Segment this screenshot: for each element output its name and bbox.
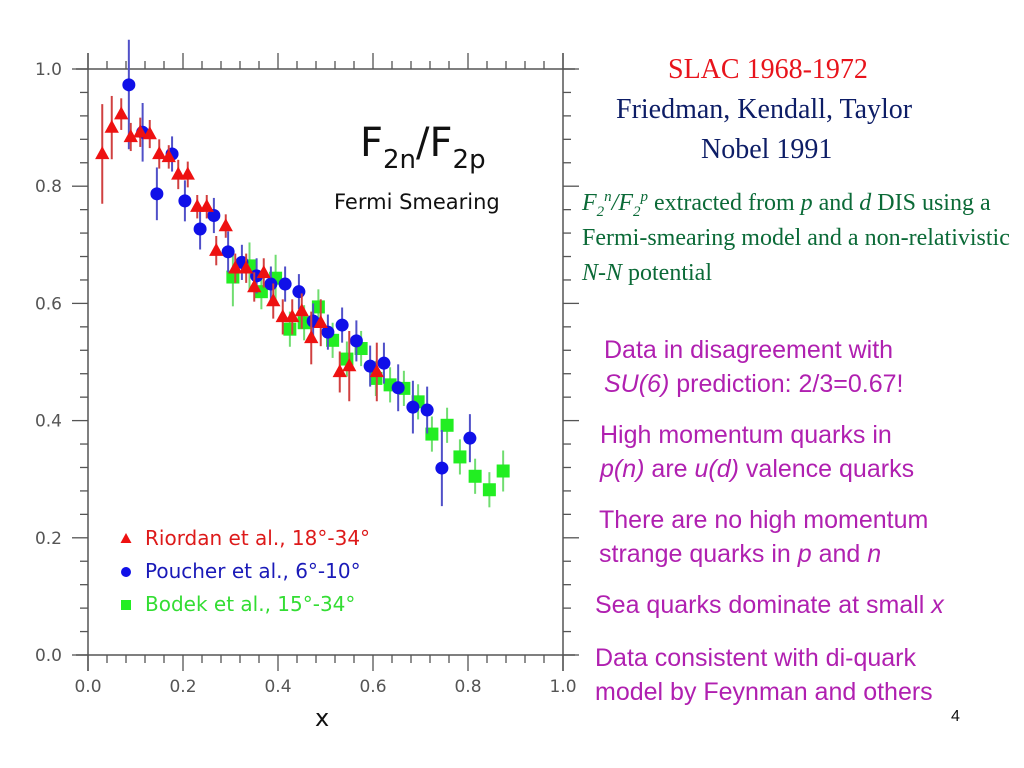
bullet-diquark-model: Data consistent with di-quark model by F… — [595, 644, 933, 706]
bullet-strange-quarks: There are no high momentum strange quark… — [599, 506, 929, 568]
y-tick-label: 0.8 — [35, 177, 62, 197]
y-tick-label: 1.0 — [35, 60, 62, 80]
x-tick-label: 0.4 — [264, 677, 291, 697]
bullet-su6-disagreement: Data in disagreement with SU(6) predicti… — [604, 336, 904, 398]
data-point-circle — [221, 245, 235, 259]
data-point-triangle — [342, 358, 357, 372]
data-point-circle — [363, 359, 377, 373]
x-axis-label: x — [315, 704, 329, 732]
data-point-triangle — [285, 309, 300, 323]
data-point-triangle — [218, 218, 233, 232]
x-tick-label: 0.0 — [74, 677, 101, 697]
data-point-triangle — [142, 126, 157, 140]
data-points — [95, 39, 510, 508]
data-point-triangle — [369, 364, 384, 378]
x-tick-label: 0.6 — [359, 677, 386, 697]
data-point-triangle — [152, 146, 167, 160]
data-point-triangle — [294, 303, 309, 317]
data-point-triangle — [161, 149, 176, 163]
data-point-circle — [435, 461, 449, 475]
data-point-circle — [349, 334, 363, 348]
data-point-triangle — [275, 309, 290, 323]
data-point-circle — [292, 285, 306, 299]
data-point-triangle — [228, 260, 243, 274]
data-point-square — [496, 464, 510, 478]
data-point-triangle — [209, 242, 224, 256]
authors-line: Friedman, Kendall, Taylor — [616, 94, 913, 125]
axis-ticks: 0.0 0.2 0.4 0.6 0.8 1.0 0.0 0.2 0.4 0.6 0.8 1.0 — [35, 53, 579, 697]
legend: Riordan et al., 18°-34° Poucher et al., 6… — [120, 526, 370, 616]
data-point-triangle — [304, 330, 319, 344]
data-point-circle — [377, 356, 391, 370]
data-point-circle — [321, 325, 335, 339]
bullet-sea-quarks: Sea quarks dominate at small x — [595, 591, 944, 619]
chart-subtitle: Fermi Smearing — [334, 190, 500, 214]
data-point-circle — [463, 431, 477, 445]
data-point-circle — [278, 277, 292, 291]
data-point-circle — [391, 381, 405, 395]
page-number: 4 — [951, 708, 960, 725]
data-point-square — [453, 450, 467, 464]
data-point-triangle — [171, 166, 186, 180]
data-point-triangle — [266, 293, 281, 307]
legend-marker-circle — [121, 567, 131, 577]
data-point-triangle — [123, 129, 138, 143]
data-point-triangle — [239, 260, 254, 274]
data-point-triangle — [247, 279, 262, 293]
x-tick-label: 0.8 — [454, 677, 481, 697]
data-point-square — [482, 483, 496, 497]
f2n-f2p-chart: 0.0 0.2 0.4 0.6 0.8 1.0 0.0 0.2 0.4 0.6 0.8 1.0 F2n… — [35, 39, 579, 732]
data-point-triangle — [190, 198, 205, 212]
y-tick-label: 0.0 — [35, 646, 62, 666]
award-line: Nobel 1991 — [701, 134, 833, 165]
bullet-valence-quarks: High momentum quarks in p(n) are u(d) va… — [600, 421, 915, 483]
legend-marker-triangle — [120, 533, 132, 543]
legend-marker-square — [121, 600, 131, 610]
data-point-triangle — [180, 166, 195, 180]
data-point-circle — [420, 403, 434, 417]
y-tick-label: 0.6 — [35, 294, 62, 314]
y-tick-label: 0.2 — [35, 529, 62, 549]
y-tick-label: 0.4 — [35, 412, 62, 432]
data-point-circle — [122, 78, 136, 92]
data-point-square — [440, 418, 454, 432]
data-point-triangle — [199, 198, 214, 212]
data-point-circle — [335, 318, 349, 332]
legend-label: Poucher et al., 6°-10° — [145, 559, 361, 583]
method-description: F2n/F2p extracted from p and d DIS using… — [582, 189, 1010, 287]
data-point-triangle — [256, 265, 271, 279]
axes-frame — [76, 53, 575, 671]
data-point-triangle — [133, 124, 148, 138]
slide-title: SLAC 1968-1972 — [668, 54, 868, 85]
data-point-square — [283, 322, 297, 336]
data-point-square — [425, 427, 439, 441]
series-triangle — [95, 95, 384, 402]
legend-label: Bodek et al., 15°-34° — [145, 592, 355, 616]
data-point-square — [468, 469, 482, 483]
data-point-triangle — [114, 106, 129, 120]
data-point-triangle — [95, 146, 110, 160]
x-tick-label: 1.0 — [549, 677, 576, 697]
data-point-triangle — [313, 314, 328, 328]
data-point-circle — [193, 222, 207, 236]
data-point-circle — [178, 194, 192, 208]
chart-title: F2n/F2p — [360, 120, 486, 175]
data-point-triangle — [104, 119, 119, 133]
data-point-triangle — [332, 364, 347, 378]
x-tick-label: 0.2 — [169, 677, 196, 697]
legend-label: Riordan et al., 18°-34° — [145, 526, 370, 550]
data-point-circle — [207, 209, 221, 222]
data-point-circle — [264, 277, 278, 291]
data-point-circle — [406, 400, 420, 414]
series-circle — [122, 39, 477, 507]
data-point-circle — [150, 187, 164, 201]
